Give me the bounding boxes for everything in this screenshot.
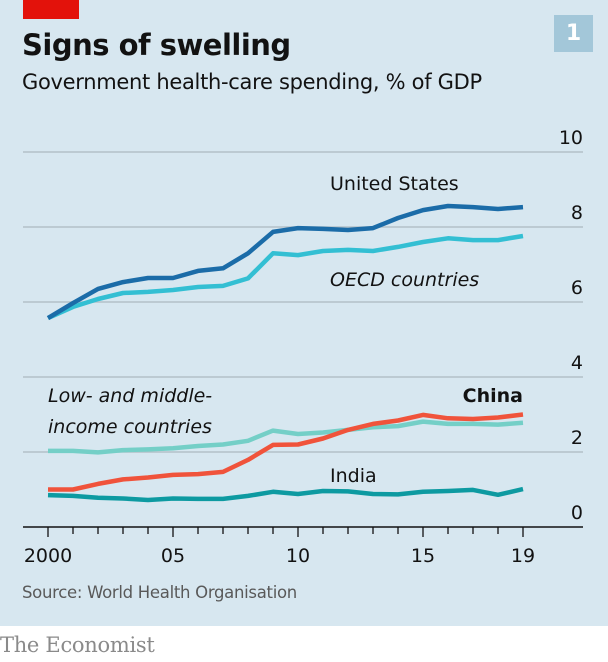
source-note: Source: World Health Organisation	[22, 583, 297, 602]
x-tick-label-2005: 05	[161, 545, 185, 567]
label-india: India	[330, 465, 377, 487]
x-tick-label-2010: 10	[286, 545, 310, 567]
label-oecd: OECD countries	[330, 269, 479, 291]
series-line-oecd	[47, 233, 524, 321]
y-tick-labels: 0 2 4 6 8 10	[559, 127, 583, 524]
series-line-china	[48, 412, 524, 492]
x-tick-label-2015: 15	[411, 545, 435, 567]
series-lines	[46, 203, 524, 503]
x-tick-label-2000: 2000	[24, 545, 72, 567]
label-lmic-line1: Low- and middle-	[48, 385, 212, 407]
y-tick-label-0: 0	[571, 502, 583, 524]
gridlines	[23, 151, 583, 453]
y-tick-label-2: 2	[571, 427, 583, 449]
y-tick-label-8: 8	[571, 202, 583, 224]
y-tick-label-6: 6	[571, 277, 583, 299]
x-tick-label-2019: 19	[511, 545, 535, 567]
series-labels: United States OECD countries Low- and mi…	[48, 173, 523, 487]
chart-number-badge: 1	[554, 15, 593, 52]
label-lmic-line2: income countries	[48, 416, 212, 438]
chart-panel	[0, 0, 608, 626]
y-tick-label-10: 10	[559, 127, 583, 149]
series-line-india	[47, 486, 524, 503]
series-line-lmic	[48, 419, 524, 455]
x-axis: 2000 05 10 15 19	[23, 526, 583, 567]
chart-title: Signs of swelling	[22, 28, 291, 62]
brand-red-tag	[23, 0, 79, 19]
chart-subtitle: Government health-care spending, % of GD…	[22, 70, 482, 94]
y-tick-label-4: 4	[571, 352, 583, 374]
label-china: China	[463, 385, 523, 407]
label-united-states: United States	[330, 173, 459, 195]
series-line-united-states	[46, 203, 524, 321]
brand-logo: The Economist	[0, 633, 155, 657]
